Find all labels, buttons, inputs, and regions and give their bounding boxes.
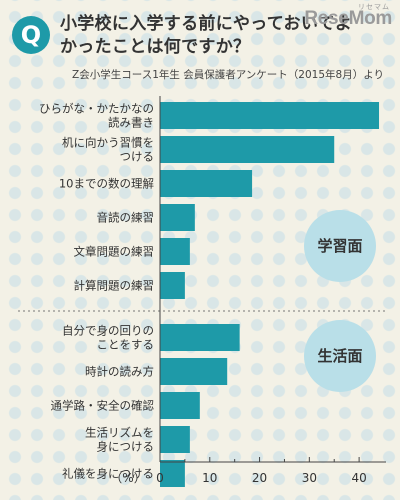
category-label-10-2: 身につける [97, 440, 155, 454]
bar-7 [160, 324, 240, 351]
bar-10 [160, 426, 190, 453]
x-tick-label-40: 40 [351, 471, 366, 485]
category-label-8-1: 時計の読み方 [85, 365, 154, 379]
bar-4 [160, 204, 195, 231]
category-label-7-1: 自分で身の回りの [62, 324, 154, 338]
category-label-3-1: 10までの数の理解 [59, 177, 155, 191]
group-label-1: 学習面 [317, 237, 362, 255]
bar-11 [160, 460, 185, 487]
category-label-11-1: 礼儀を身につける [62, 467, 154, 481]
group-label-2: 生活面 [317, 347, 362, 365]
x-tick-label-30: 30 [302, 471, 317, 485]
bar-1 [160, 102, 380, 129]
x-tick-label-10: 10 [202, 471, 217, 485]
logo-ruby: リセマム [358, 4, 390, 11]
x-tick-label-20: 20 [252, 471, 267, 485]
survey-source: Z会小学生コース1年生 会員保護者アンケート（2015年8月）より [72, 69, 384, 81]
category-label-2-2: つける [120, 150, 155, 164]
category-label-1-2: 読み書き [108, 116, 154, 130]
category-label-6-1: 計算問題の練習 [74, 279, 155, 293]
category-label-5-1: 文章問題の練習 [74, 245, 155, 259]
bar-8 [160, 358, 228, 385]
bar-9 [160, 392, 200, 419]
logo-text: ReseMom [304, 8, 392, 29]
category-label-1-1: ひらがな・かたかなの [39, 102, 154, 116]
q-badge: Q [12, 16, 50, 54]
x-tick-label-0: 0 [156, 471, 164, 485]
category-label-4-1: 音読の練習 [97, 211, 155, 225]
category-label-9-1: 通学路・安全の確認 [51, 399, 155, 413]
category-label-2-1: 机に向かう習慣を [62, 136, 154, 150]
resemom-logo: ReseMom リセマム [304, 4, 392, 30]
category-label-7-2: ことをする [97, 338, 155, 352]
bar-5 [160, 238, 190, 265]
x-axis-unit: （%） [110, 471, 145, 485]
bar-2 [160, 136, 335, 163]
group-circle-1 [304, 210, 376, 282]
bar-3 [160, 170, 253, 197]
chart-title: 小学校に入学する前にやっておいてよかったことは何ですか？ [60, 14, 353, 57]
bar-6 [160, 272, 185, 299]
category-label-10-1: 生活リズムを [85, 426, 154, 440]
group-circle-2 [304, 320, 376, 392]
